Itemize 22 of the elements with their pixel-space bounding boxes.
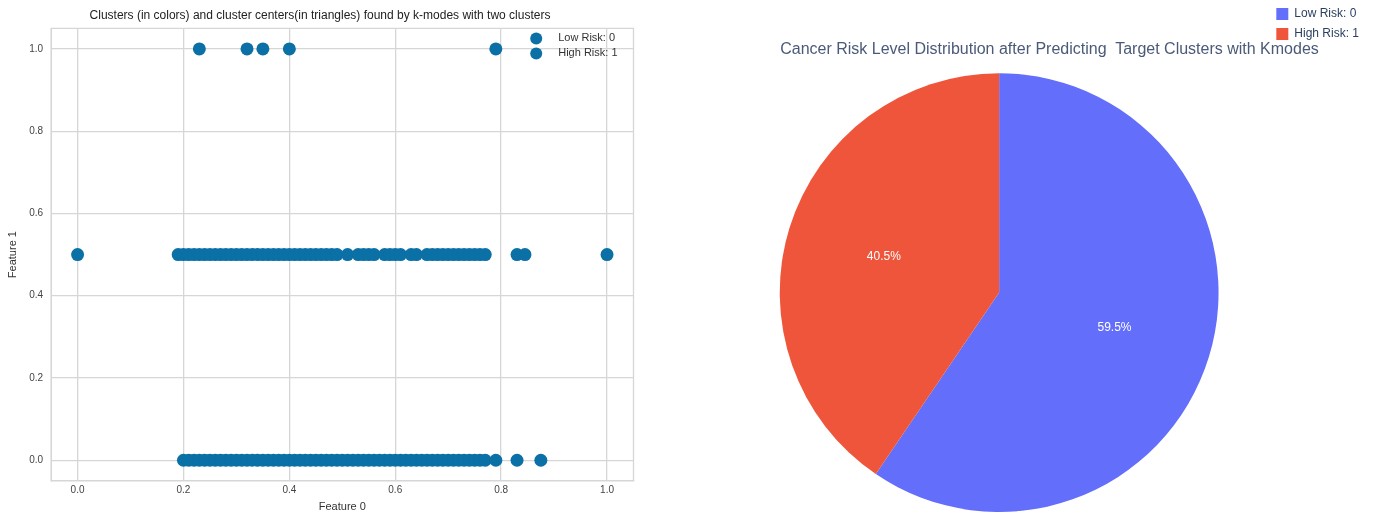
x-axis-title: Feature 0 <box>318 500 366 513</box>
y-tick-label: 1.0 <box>29 42 44 54</box>
x-tick-label: 0.6 <box>388 483 403 495</box>
x-tick-label: 0.2 <box>176 483 191 495</box>
y-tick-label: 0.8 <box>29 124 44 136</box>
y-tick-label: 0.6 <box>29 207 44 219</box>
data-label: 59.5% <box>1097 320 1132 335</box>
legend-label: Low Risk: 0 <box>1294 6 1357 21</box>
y-tick-label: 0.2 <box>29 371 44 383</box>
chart-title: Clusters (in colors) and cluster centers(in triangles) found by k-modes with two clusters <box>89 7 551 22</box>
data-label: 40.5% <box>866 249 902 264</box>
y-tick-label: 0.0 <box>29 453 44 465</box>
legend-label: High Risk: 1 <box>1294 26 1360 41</box>
legend-label: High Risk: 1 <box>558 46 618 59</box>
x-tick-label: 1.0 <box>600 483 615 495</box>
y-tick-label: 0.4 <box>29 289 44 301</box>
y-axis-title: Feature 1 <box>5 231 18 279</box>
x-tick-label: 0.0 <box>70 483 85 495</box>
text: Cancer Risk Level Distribution after Predicting Target Clusters with Kmodes <box>780 40 1319 58</box>
x-tick-label: 0.4 <box>282 483 297 495</box>
x-tick-label: 0.8 <box>494 483 509 495</box>
legend-label: Low Risk: 0 <box>558 31 616 44</box>
